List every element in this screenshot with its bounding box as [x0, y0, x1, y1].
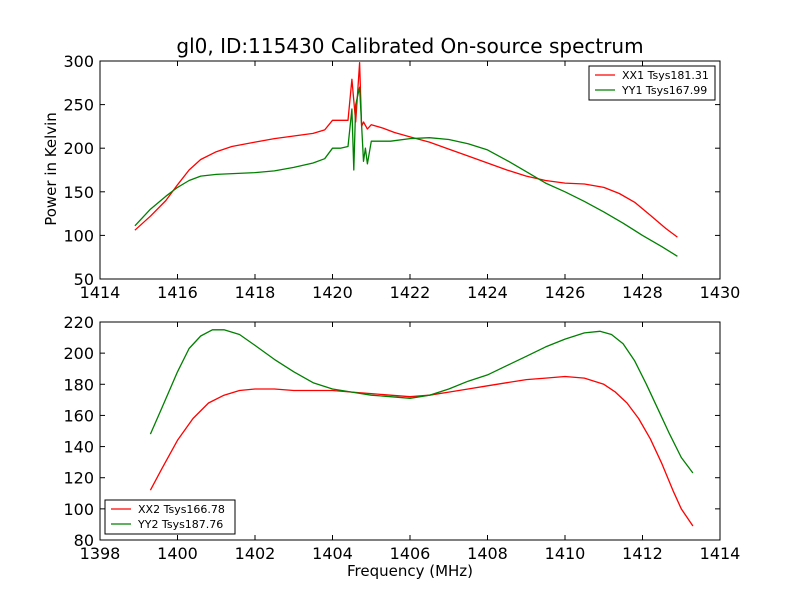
x-tick-label: 1406 — [390, 544, 431, 563]
y-tick-label: 250 — [63, 96, 94, 115]
x-tick-label: 1422 — [390, 283, 431, 302]
y-tick-label: 150 — [63, 183, 94, 202]
chart-title: gl0, ID:115430 Calibrated On-source spec… — [176, 34, 643, 58]
x-tick-label: 1398 — [80, 544, 121, 563]
legend-label: XX1 Tsys181.31 — [622, 69, 709, 82]
bottom-panel: 1398 1400 1402 1404 1406 1408 1410 1412 1414 80 10… — [63, 313, 740, 563]
legend-box — [588, 65, 716, 101]
x-tick-label: 1402 — [235, 544, 276, 563]
y-tick-label: 200 — [63, 139, 94, 158]
series-line-yy-panel1 — [134, 86, 678, 257]
top-panel: 1414 1416 1418 1420 1422 1424 1426 1428 1430 50 10… — [63, 52, 740, 302]
series-line-xx-panel1 — [134, 62, 678, 238]
x-tick-label: 1412 — [622, 544, 663, 563]
x-tick-label: 1428 — [622, 283, 663, 302]
x-tick-label: 1418 — [235, 283, 276, 302]
series-line-yy-panel2 — [149, 329, 694, 474]
y-tick-label: 140 — [63, 438, 94, 457]
x-tick-label: 1424 — [467, 283, 508, 302]
series-line-xx-panel2 — [149, 375, 694, 527]
legend-label: YY1 Tsys167.99 — [621, 84, 707, 97]
x-tick-label: 1400 — [157, 544, 198, 563]
y-tick-label: 160 — [63, 406, 94, 425]
x-tick-label: 1410 — [545, 544, 586, 563]
y-tick-label: 100 — [63, 226, 94, 245]
y-tick-label: 100 — [63, 500, 94, 519]
x-tick-label: 1420 — [312, 283, 353, 302]
x-tick-label: 1414 — [80, 283, 121, 302]
y-tick-label: 180 — [63, 375, 94, 394]
x-tick-label: 1404 — [312, 544, 353, 563]
legend-box — [104, 499, 236, 535]
x-axis-label: Frequency (MHz) — [347, 562, 473, 580]
y-tick-label: 200 — [63, 344, 94, 363]
x-tick-label: 1416 — [157, 283, 198, 302]
y-tick-label: 80 — [74, 531, 94, 550]
legend: XX2 Tsys166.78 YY2 Tsys187.76 — [104, 499, 236, 535]
legend-label: XX2 Tsys166.78 — [138, 503, 225, 516]
x-tick-label: 1430 — [700, 283, 741, 302]
x-tick-label: 1426 — [545, 283, 586, 302]
y-axis-label: Power in Kelvin — [42, 112, 60, 226]
y-tick-label: 300 — [63, 52, 94, 71]
y-tick-label: 120 — [63, 469, 94, 488]
x-tick-label: 1414 — [700, 544, 741, 563]
x-tick-label: 1408 — [467, 544, 508, 563]
y-tick-label: 50 — [74, 270, 94, 289]
legend-label: YY2 Tsys187.76 — [137, 518, 223, 531]
legend: XX1 Tsys181.31 YY1 Tsys167.99 — [588, 65, 716, 101]
y-tick-label: 220 — [63, 313, 94, 332]
